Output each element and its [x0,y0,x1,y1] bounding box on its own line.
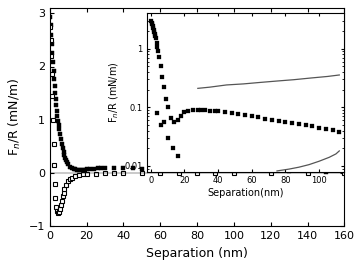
X-axis label: Separation(nm): Separation(nm) [208,188,284,198]
Y-axis label: F$_n$/R (mN/m): F$_n$/R (mN/m) [108,62,121,123]
Y-axis label: F$_n$/R (mN/m): F$_n$/R (mN/m) [7,78,23,156]
X-axis label: Separation (nm): Separation (nm) [146,247,248,260]
